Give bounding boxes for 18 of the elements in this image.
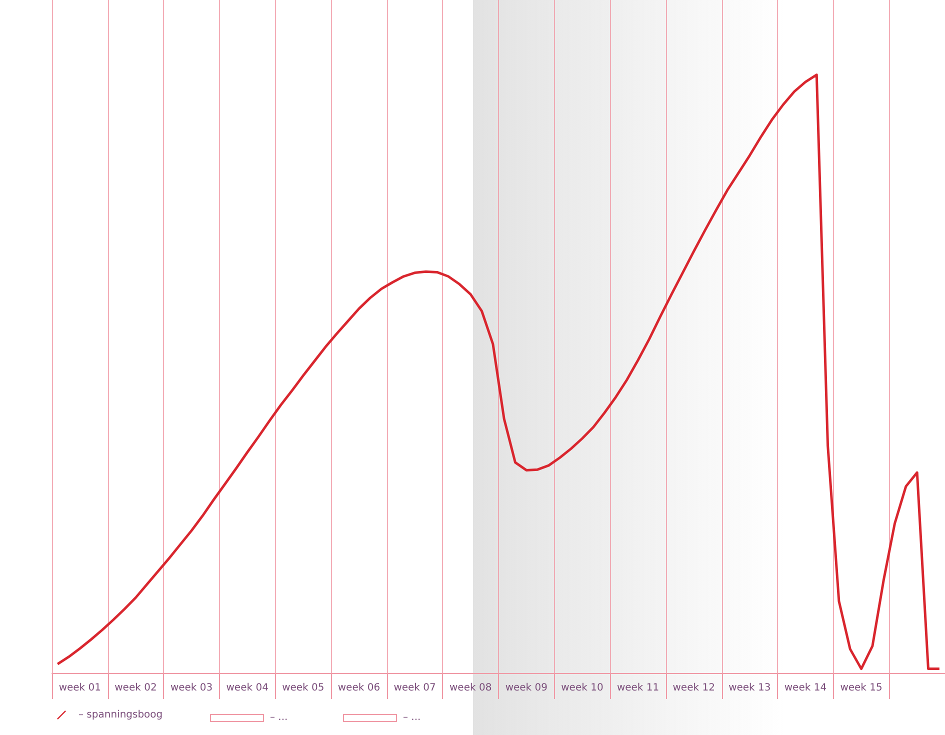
x-tick-label: week 02 (114, 682, 157, 694)
x-tick-label: week 14 (784, 682, 827, 694)
x-tick-label: week 04 (226, 682, 268, 694)
x-tick-label: week 06 (338, 682, 380, 694)
x-tick-label: week 08 (450, 682, 492, 694)
x-tick-label: week 01 (58, 682, 101, 694)
x-tick-label: week 03 (170, 682, 213, 694)
x-tick-label: week 05 (282, 682, 324, 694)
x-tick-label: week 13 (728, 682, 771, 694)
x-tick-label: week 09 (505, 682, 548, 694)
text: – ... (270, 712, 288, 723)
text: – ... (403, 712, 421, 723)
x-tick-label: week 10 (561, 682, 604, 694)
legend-label: – spanningsboog (78, 710, 163, 720)
x-tick-label: week 15 (840, 682, 882, 694)
x-tick-label: week 11 (616, 682, 660, 694)
x-tick-label: week 12 (672, 682, 715, 694)
x-tick-label: week 07 (394, 682, 436, 694)
